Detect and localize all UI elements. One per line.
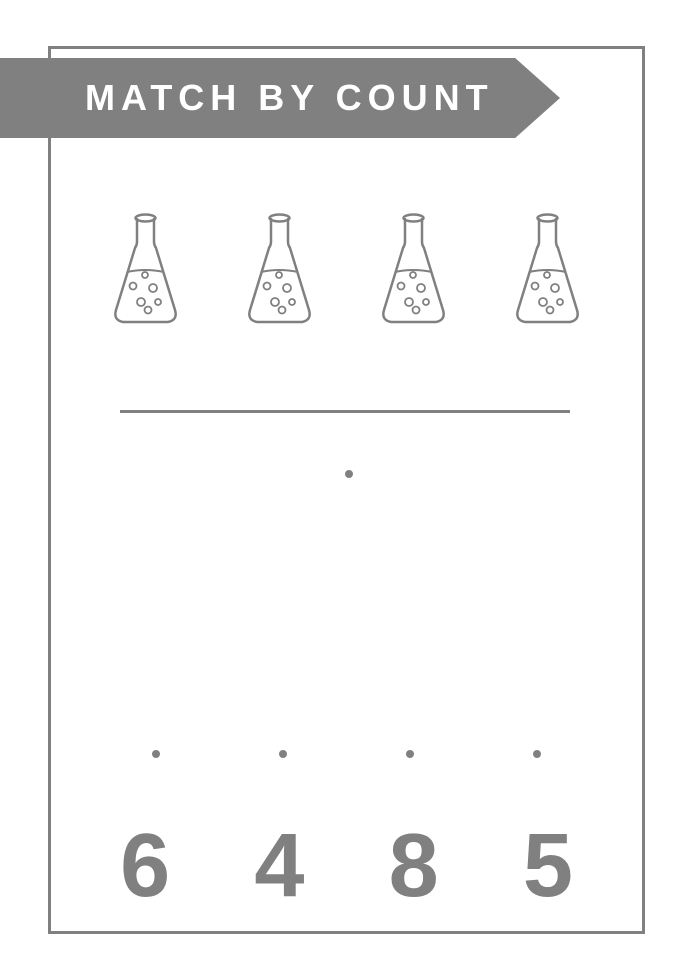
worksheet-frame xyxy=(48,46,645,934)
answer-number[interactable]: 8 xyxy=(389,815,439,918)
numbers-row: 6485 xyxy=(48,815,645,918)
flask-row xyxy=(48,210,645,330)
answer-number[interactable]: 5 xyxy=(523,815,573,918)
divider-line xyxy=(120,410,570,413)
answer-dot xyxy=(279,750,287,758)
answer-dot xyxy=(152,750,160,758)
answer-dot xyxy=(533,750,541,758)
answer-number[interactable]: 6 xyxy=(120,815,170,918)
title-text: MATCH BY COUNT xyxy=(85,77,494,119)
answer-dots-row xyxy=(48,750,645,758)
title-banner: MATCH BY COUNT xyxy=(0,58,560,138)
answer-dot xyxy=(406,750,414,758)
flask-icon xyxy=(103,210,188,330)
answer-number[interactable]: 4 xyxy=(254,815,304,918)
flask-icon xyxy=(371,210,456,330)
count-dot xyxy=(345,470,353,478)
flask-icon xyxy=(237,210,322,330)
flask-icon xyxy=(505,210,590,330)
